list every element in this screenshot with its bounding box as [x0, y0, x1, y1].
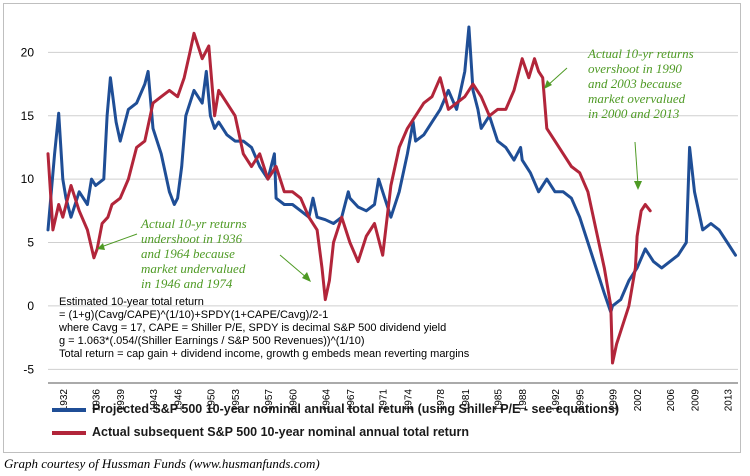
- x-tick-label: 1988: [518, 389, 529, 412]
- annotation-overshoot: Actual 10-yr returns overshoot in 1990 a…: [588, 46, 748, 121]
- x-tick-label: 1985: [494, 389, 505, 412]
- x-tick-label: 1999: [608, 389, 619, 412]
- equation-line: g = 1.063*(.054/(Shiller Earnings / S&P …: [59, 335, 365, 347]
- arrow-left-shaft: [100, 233, 138, 248]
- x-tick-label: 1964: [321, 389, 332, 412]
- series-actual-line: [46, 31, 652, 365]
- annotation-line: market undervalued: [141, 261, 246, 276]
- y-tick-label: -5: [23, 362, 34, 376]
- y-axis-ticks: 20 15 10 5 0 -5: [21, 45, 35, 376]
- x-tick-label: 1957: [264, 389, 275, 412]
- x-tick-label: 1974: [403, 389, 414, 412]
- x-tick-label: 1953: [231, 389, 242, 412]
- annotation-line: in 2000 and 2013: [588, 106, 680, 121]
- y-tick-label: 10: [21, 172, 35, 186]
- x-axis-ticks: 1932 1936 1939 1943 1946 1950 1953 1957 1960 1964…: [48, 382, 738, 412]
- annotation-line: Actual 10-yr returns: [141, 216, 247, 231]
- annotation-undershoot: Actual 10-yr returns undershoot in 1936 …: [141, 216, 301, 291]
- chart-frame: 20 15 10 5 0 -5 1932 1936 1939 1943 1946 1950 1953 1…: [3, 3, 741, 453]
- arrow-lower-shaft: [279, 254, 308, 279]
- y-tick-label: 15: [21, 109, 35, 123]
- legend-label-actual: Actual subsequent S&P 500 10-year nomina…: [92, 425, 469, 439]
- annotation-line: in 1946 and 1974: [141, 276, 233, 291]
- arrow-down-head: [634, 181, 642, 190]
- x-tick-label: 1932: [59, 389, 70, 412]
- equation-line: = (1+g)(Cavg/CAPE)^(1/10)+SPDY(1+CAPE/Ca…: [59, 309, 329, 321]
- equation-line: Estimated 10-year total return: [59, 296, 204, 308]
- equation-line: where Cavg = 17, CAPE = Shiller P/E, SPD…: [59, 322, 447, 334]
- x-tick-label: 1946: [174, 389, 185, 412]
- x-tick-label: 1978: [436, 389, 447, 412]
- y-tick-label: 0: [27, 299, 34, 313]
- equation-line: Total return = cap gain + dividend incom…: [59, 348, 470, 360]
- credit-line: Graph courtesy of Hussman Funds (www.hus…: [4, 456, 320, 471]
- series-lines: [46, 25, 737, 365]
- y-tick-label: 20: [21, 45, 35, 59]
- x-tick-label: 1971: [379, 389, 390, 412]
- x-tick-label: 1950: [206, 389, 217, 412]
- arrow-right-shaft: [546, 67, 568, 87]
- x-tick-label: 1995: [576, 389, 587, 412]
- arrow-left-head: [97, 243, 105, 250]
- x-tick-label: 1967: [346, 389, 357, 412]
- annotation-line: and 2003 because: [588, 76, 682, 91]
- x-tick-label: 2009: [691, 389, 702, 412]
- legend: [52, 408, 86, 435]
- arrow-lower-head: [302, 272, 311, 282]
- annotation-line: overshoot in 1990: [588, 61, 682, 76]
- x-tick-label: 1981: [461, 389, 472, 412]
- y-tick-label: 5: [27, 236, 34, 250]
- x-tick-label: 1943: [149, 389, 160, 412]
- legend-label-projected: Projected S&P 500 10-year nominal annual…: [92, 402, 619, 416]
- x-tick-label: 1939: [116, 389, 127, 412]
- x-tick-label: 2006: [666, 389, 677, 412]
- annotation-arrows: [97, 67, 642, 282]
- annotation-line: market overvalued: [588, 91, 686, 106]
- x-tick-label: 2002: [633, 389, 644, 412]
- x-tick-label: 1936: [92, 389, 103, 412]
- series-projected-line: [46, 25, 737, 314]
- annotation-line: and 1964 because: [141, 246, 235, 261]
- x-tick-label: 1992: [551, 389, 562, 412]
- x-tick-label: 1960: [288, 389, 299, 412]
- arrow-right-head: [544, 80, 552, 89]
- x-tick-label: 2013: [723, 389, 734, 412]
- arrow-down-shaft: [634, 141, 639, 186]
- annotation-line: Actual 10-yr returns: [588, 46, 694, 61]
- annotation-line: undershoot in 1936: [141, 231, 243, 246]
